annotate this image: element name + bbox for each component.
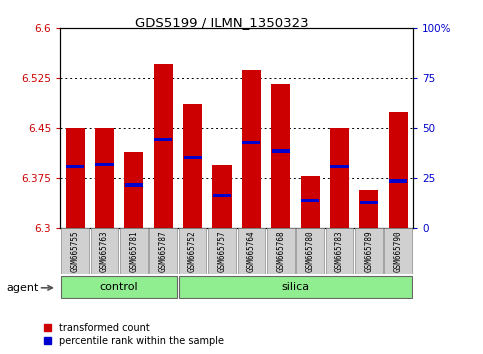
Bar — [149, 228, 177, 274]
Bar — [326, 228, 354, 274]
Bar — [66, 165, 84, 168]
Bar — [389, 112, 408, 228]
Text: control: control — [100, 282, 139, 292]
Bar — [184, 156, 202, 159]
Bar — [359, 190, 379, 228]
Text: GSM665768: GSM665768 — [276, 230, 285, 272]
Bar — [154, 64, 173, 228]
Text: GSM665787: GSM665787 — [159, 230, 168, 272]
Text: GSM665764: GSM665764 — [247, 230, 256, 272]
Bar — [183, 104, 202, 228]
Bar — [208, 228, 236, 274]
Text: agent: agent — [6, 283, 39, 293]
Text: GSM665780: GSM665780 — [306, 230, 314, 272]
Text: GSM665755: GSM665755 — [71, 230, 80, 272]
Text: GSM665763: GSM665763 — [100, 230, 109, 272]
Bar — [384, 228, 412, 274]
Bar — [61, 228, 89, 274]
Bar — [213, 194, 231, 197]
Text: GDS5199 / ILMN_1350323: GDS5199 / ILMN_1350323 — [135, 16, 309, 29]
Bar — [355, 228, 383, 274]
Text: GSM665790: GSM665790 — [394, 230, 403, 272]
Bar — [242, 141, 260, 144]
Bar — [242, 70, 261, 228]
Bar — [300, 176, 320, 228]
Bar — [124, 152, 143, 228]
Bar — [95, 162, 114, 166]
Bar — [179, 275, 412, 298]
Bar — [271, 149, 290, 153]
Legend: transformed count, percentile rank within the sample: transformed count, percentile rank withi… — [43, 323, 224, 346]
Text: GSM665783: GSM665783 — [335, 230, 344, 272]
Text: GSM665752: GSM665752 — [188, 230, 197, 272]
Bar — [267, 228, 295, 274]
Bar — [271, 84, 290, 228]
Bar — [301, 199, 319, 202]
Bar — [330, 165, 349, 168]
Bar — [238, 228, 265, 274]
Bar — [61, 275, 177, 298]
Text: GSM665757: GSM665757 — [217, 230, 227, 272]
Bar — [213, 165, 231, 228]
Bar — [330, 128, 349, 228]
Bar — [120, 228, 148, 274]
Text: silica: silica — [282, 282, 310, 292]
Bar — [389, 179, 407, 183]
Bar — [95, 128, 114, 228]
Bar — [296, 228, 324, 274]
Bar — [179, 228, 206, 274]
Bar — [125, 183, 143, 187]
Bar — [360, 201, 378, 204]
Bar — [66, 128, 85, 228]
Text: GSM665789: GSM665789 — [364, 230, 373, 272]
Bar — [91, 228, 118, 274]
Bar — [154, 138, 172, 141]
Text: GSM665781: GSM665781 — [129, 230, 138, 272]
